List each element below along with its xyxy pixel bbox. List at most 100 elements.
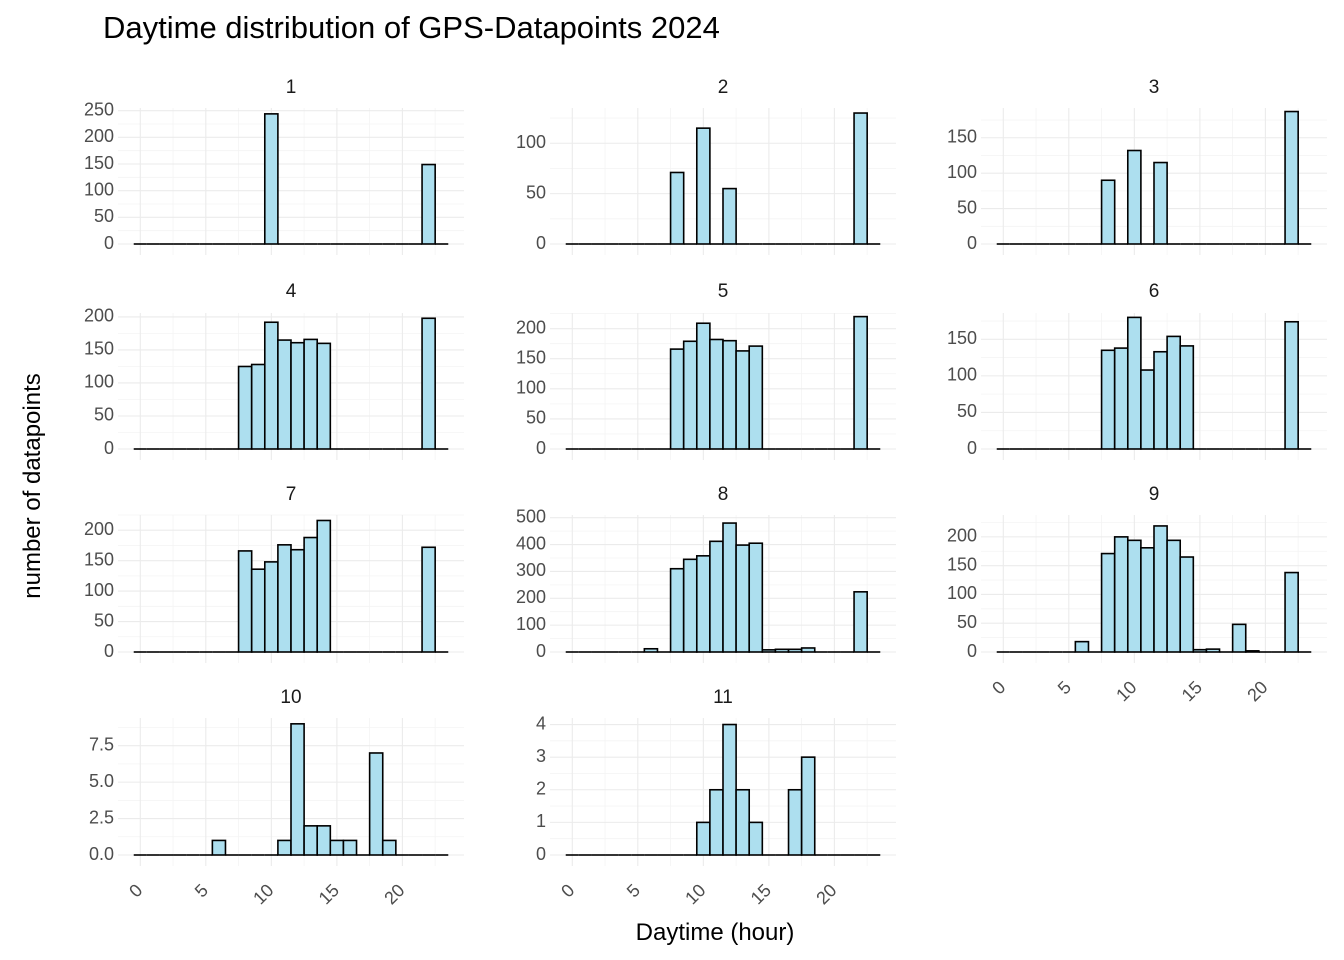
- histogram-bar: [277, 544, 292, 653]
- x-axis-title: Daytime (hour): [636, 919, 795, 946]
- histogram-bar: [1153, 525, 1168, 653]
- y-tick-label: 0.0: [89, 844, 114, 864]
- histogram-bar: [682, 558, 698, 653]
- histogram-bar: [1179, 345, 1195, 450]
- y-tick-label: 150: [84, 153, 114, 173]
- y-tick-label: 100: [947, 162, 977, 182]
- histogram-bar: [316, 519, 332, 653]
- histogram-bar: [1284, 110, 1299, 245]
- y-tick-label: 0: [967, 438, 977, 458]
- panel-10: 10 0.0 2.5 5.0 7.5 0 5 10 15 20: [89, 687, 464, 908]
- y-tick-label: 150: [516, 347, 546, 367]
- y-tick-label: 100: [516, 378, 546, 398]
- histogram-bar: [1126, 316, 1142, 450]
- panel-1: 1 0 50 100 150 200 250: [84, 77, 464, 255]
- histogram-bar: [761, 649, 777, 653]
- panel-4: 4 0 50 100 150 200: [84, 281, 464, 460]
- x-tick-label: 5: [623, 880, 644, 901]
- y-tick-label: 50: [94, 405, 114, 425]
- histogram-bar: [1140, 547, 1155, 653]
- histogram-bar: [695, 555, 711, 653]
- histogram-bar: [695, 821, 711, 856]
- histogram-bar: [1100, 349, 1116, 450]
- y-tick-label: 150: [84, 549, 114, 569]
- y-tick-label: 200: [947, 526, 977, 546]
- histogram-bar: [277, 839, 292, 856]
- histogram-bar: [735, 350, 751, 450]
- y-tick-label: 7.5: [89, 734, 114, 754]
- y-tick-label: 0: [104, 233, 114, 253]
- histogram-bar: [800, 756, 816, 856]
- y-tick-label: 2.5: [89, 807, 114, 827]
- y-axis-title: number of datapoints: [19, 373, 46, 598]
- histogram-bar: [1192, 648, 1208, 653]
- histogram-bar: [643, 647, 659, 653]
- x-tick-label: 20: [380, 880, 408, 908]
- histogram-bar: [421, 546, 436, 653]
- histogram-bar: [263, 561, 279, 653]
- histogram-bar: [787, 648, 803, 653]
- histogram-bar: [263, 113, 279, 245]
- panel-6: 6 0 50 100 150: [947, 281, 1327, 460]
- x-tick-label: 15: [1178, 677, 1206, 705]
- histogram-bar: [1179, 556, 1195, 653]
- y-tick-label: 100: [84, 372, 114, 392]
- histogram-bar: [669, 171, 685, 245]
- y-tick-label: 100: [947, 365, 977, 385]
- panel-3: 3 0 50 100 150: [947, 77, 1327, 255]
- panel-strip-label: 11: [713, 687, 733, 708]
- x-tick-label: 5: [1054, 677, 1075, 698]
- histogram-bar: [342, 839, 358, 856]
- histogram-bar: [709, 338, 724, 450]
- x-tick-label: 15: [747, 880, 775, 908]
- histogram-bar: [669, 567, 685, 653]
- y-tick-label: 200: [516, 317, 546, 337]
- histogram-bar: [774, 648, 790, 653]
- histogram-bar: [1113, 536, 1129, 653]
- y-tick-label: 200: [84, 306, 114, 326]
- histogram-bar: [1113, 347, 1129, 450]
- y-tick-label: 100: [947, 583, 977, 603]
- histogram-bar: [722, 187, 737, 245]
- histogram-bar: [303, 338, 319, 450]
- y-tick-label: 0: [536, 844, 546, 864]
- y-tick-label: 50: [94, 206, 114, 226]
- panel-strip-label: 8: [718, 484, 729, 505]
- histogram-bar: [682, 340, 698, 450]
- x-tick-label: 10: [681, 880, 709, 908]
- y-tick-label: 100: [84, 179, 114, 199]
- y-tick-label: 150: [947, 328, 977, 348]
- histogram-bar: [800, 647, 816, 653]
- histogram-bar: [669, 348, 685, 450]
- chart-title: Daytime distribution of GPS-Datapoints 2…: [103, 10, 720, 45]
- x-tick-label: 0: [988, 677, 1009, 698]
- histogram-bar: [1153, 350, 1168, 450]
- panel-11: 11 0 1 2 3 4 0 5 10 15 20: [536, 687, 896, 908]
- histogram-bar: [329, 839, 345, 856]
- histogram-bar: [853, 112, 868, 245]
- x-tick-label: 0: [557, 880, 578, 901]
- y-tick-label: 0: [536, 233, 546, 253]
- panel-8: 8 0 100 200 300 400 500: [516, 484, 896, 663]
- histogram-bar: [1166, 335, 1182, 450]
- histogram-bar: [748, 345, 764, 450]
- histogram-bar: [787, 788, 803, 856]
- y-tick-label: 200: [84, 126, 114, 146]
- x-tick-label: 15: [315, 880, 343, 908]
- y-tick-label: 150: [947, 554, 977, 574]
- histogram-bar: [421, 317, 436, 450]
- histogram-bar: [290, 341, 305, 450]
- histogram-bar: [1244, 650, 1260, 653]
- y-tick-label: 0: [104, 641, 114, 661]
- y-tick-label: 100: [516, 614, 546, 634]
- y-tick-label: 150: [947, 127, 977, 147]
- y-tick-label: 50: [526, 408, 546, 428]
- histogram-bar: [722, 723, 737, 856]
- y-tick-label: 2: [536, 779, 546, 799]
- y-tick-label: 200: [516, 587, 546, 607]
- panel-9: 9 0 50 100 150 200 0 5 10 15 20: [947, 484, 1327, 705]
- histogram-bar: [421, 163, 436, 245]
- histogram-bar: [748, 542, 764, 653]
- histogram-bar: [263, 321, 279, 450]
